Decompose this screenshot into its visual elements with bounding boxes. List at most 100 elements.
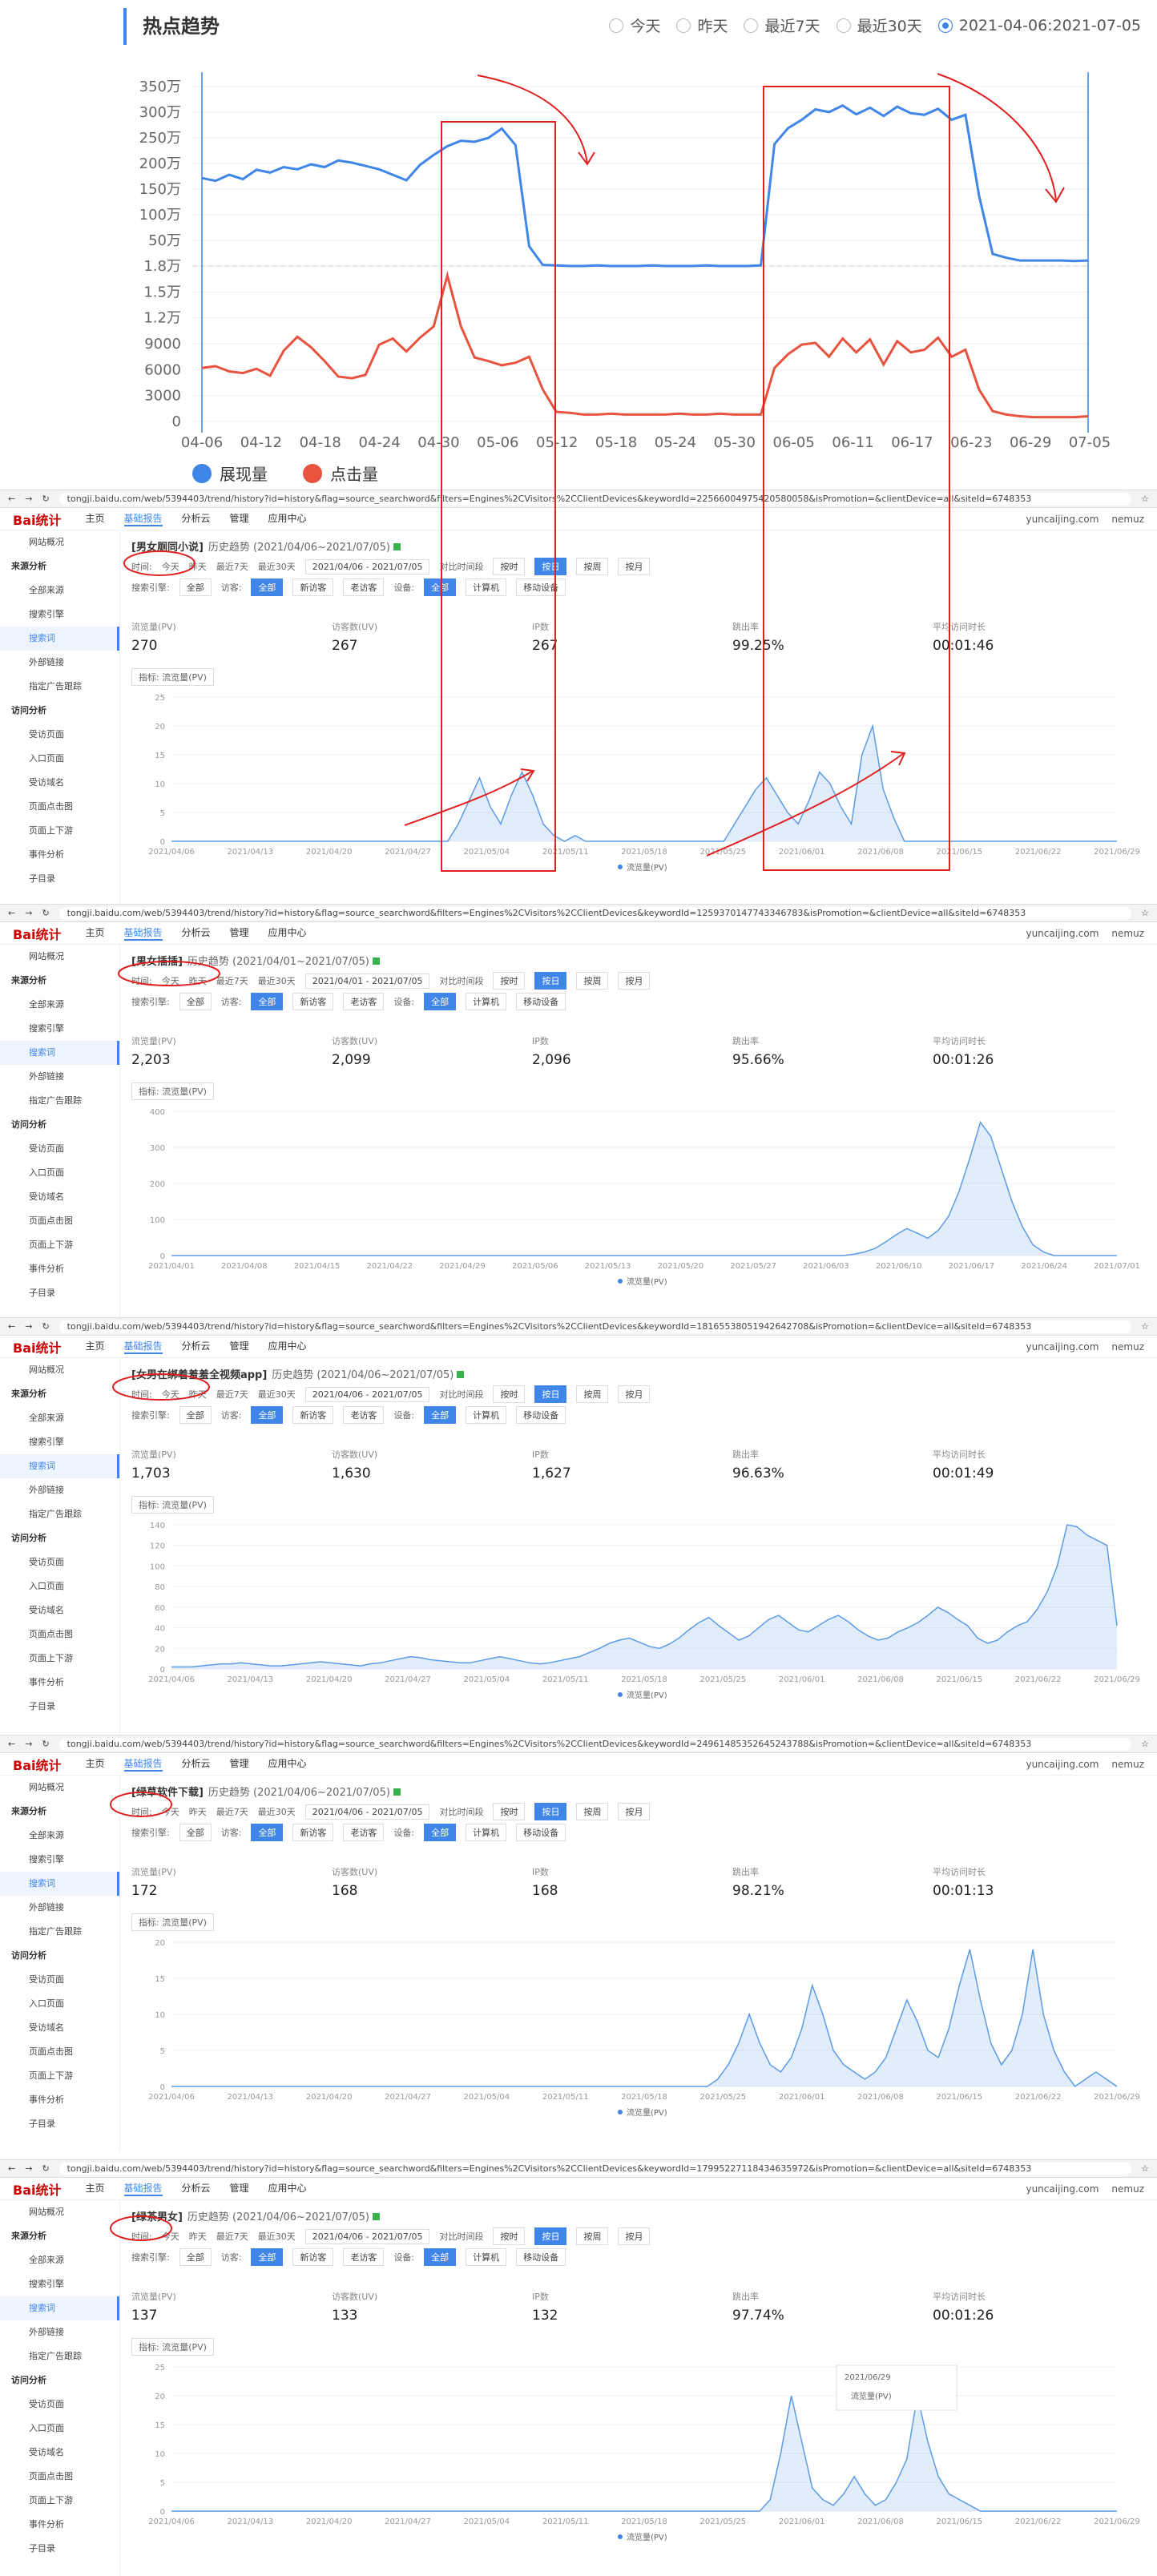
visitor-button[interactable]: 老访客: [343, 1406, 385, 1424]
time-option[interactable]: 最近7天: [216, 1389, 248, 1400]
nav-item[interactable]: 基础报告: [123, 2181, 163, 2196]
sidebar-item[interactable]: 来源分析: [11, 561, 46, 571]
time-option[interactable]: 昨天: [188, 2231, 207, 2242]
granularity-button[interactable]: 按时: [493, 1385, 526, 1403]
address-bar[interactable]: tongji.baidu.com/web/5394403/trend/histo…: [58, 2162, 1132, 2175]
device-button[interactable]: 全部: [424, 993, 457, 1010]
nav-item[interactable]: 主页: [85, 927, 105, 938]
sidebar-item[interactable]: 事件分析: [29, 2519, 64, 2530]
time-option[interactable]: 最近30天: [257, 1389, 296, 1400]
sidebar-item[interactable]: 网站概况: [29, 537, 64, 547]
time-option[interactable]: 昨天: [188, 976, 207, 986]
granularity-button[interactable]: 按周: [576, 972, 609, 990]
account-name[interactable]: yuncaijing.com: [1026, 2183, 1099, 2195]
date-picker[interactable]: 2021/04/01 - 2021/07/05: [304, 973, 430, 989]
sidebar-item[interactable]: 事件分析: [29, 1677, 64, 1687]
granularity-button[interactable]: 按周: [576, 1385, 609, 1403]
back-icon[interactable]: ←: [8, 2163, 16, 2174]
sidebar-item[interactable]: 受访域名: [29, 1191, 64, 1202]
indicator-select[interactable]: 指标: 流览量(PV): [131, 1082, 214, 1100]
sidebar-item[interactable]: 搜索引擎: [29, 1023, 64, 1034]
granularity-button[interactable]: 按时: [493, 558, 526, 575]
nav-item[interactable]: 管理: [229, 2183, 249, 2194]
nav-item[interactable]: 应用中心: [268, 513, 307, 524]
device-button[interactable]: 全部: [424, 1406, 457, 1424]
address-bar[interactable]: tongji.baidu.com/web/5394403/trend/histo…: [58, 1320, 1132, 1333]
sidebar-item[interactable]: 全部来源: [29, 1830, 64, 1840]
option-7days[interactable]: 最近7天: [744, 14, 820, 36]
granularity-button[interactable]: 按月: [618, 972, 651, 990]
nav-item[interactable]: 基础报告: [123, 1339, 163, 1354]
sidebar-item[interactable]: 受访页面: [29, 1557, 64, 1567]
granularity-button[interactable]: 按月: [618, 1803, 651, 1820]
granularity-button[interactable]: 按周: [576, 1803, 609, 1820]
granularity-button[interactable]: 按月: [618, 2227, 651, 2245]
account-name[interactable]: yuncaijing.com: [1026, 513, 1099, 525]
nav-item[interactable]: 管理: [229, 1758, 249, 1769]
device-button[interactable]: 计算机: [466, 1824, 507, 1841]
date-range-selector[interactable]: 今天 昨天 最近7天 最近30天 2021-04-06:2021-07-05: [609, 14, 1141, 36]
granularity-button[interactable]: 按周: [576, 2227, 609, 2245]
sidebar-item[interactable]: 全部来源: [29, 585, 64, 595]
nav-item[interactable]: 基础报告: [123, 511, 163, 526]
compare-checkbox[interactable]: 对比时间段: [439, 1389, 484, 1400]
sidebar-item[interactable]: 入口页面: [29, 1581, 64, 1591]
sidebar-item[interactable]: 入口页面: [29, 1167, 64, 1178]
nav-item[interactable]: 分析云: [181, 1758, 211, 1769]
time-option[interactable]: 最近30天: [257, 562, 296, 572]
sidebar-item[interactable]: 子目录: [29, 1288, 55, 1298]
indicator-select[interactable]: 指标: 流览量(PV): [131, 1496, 214, 1514]
star-icon[interactable]: ☆: [1141, 1739, 1149, 1749]
sidebar-item[interactable]: 页面点击图: [29, 1629, 73, 1639]
sidebar-item[interactable]: 页面点击图: [29, 1215, 73, 1226]
visitor-button[interactable]: 老访客: [343, 1824, 385, 1841]
indicator-select[interactable]: 指标: 流览量(PV): [131, 2338, 214, 2356]
sidebar-item[interactable]: 入口页面: [29, 1998, 64, 2009]
account-name[interactable]: yuncaijing.com: [1026, 1340, 1099, 1353]
granularity-button[interactable]: 按日: [534, 1803, 567, 1820]
sidebar-item[interactable]: 页面点击图: [29, 801, 73, 812]
nav-item[interactable]: 分析云: [181, 2183, 211, 2194]
sidebar-item[interactable]: 搜索词: [0, 627, 119, 651]
device-button[interactable]: 全部: [424, 578, 457, 596]
nav-item[interactable]: 基础报告: [123, 1756, 163, 1772]
sidebar-item[interactable]: 搜索词: [0, 1041, 119, 1065]
sidebar-item[interactable]: 子目录: [29, 1701, 55, 1711]
sidebar-item[interactable]: 外部链接: [29, 2327, 64, 2337]
indicator-select[interactable]: 指标: 流览量(PV): [131, 668, 214, 686]
sidebar-item[interactable]: 受访域名: [29, 777, 64, 788]
sidebar-item[interactable]: 事件分析: [29, 849, 64, 860]
account-name[interactable]: yuncaijing.com: [1026, 927, 1099, 939]
nav-item[interactable]: 分析云: [181, 513, 211, 524]
user-menu[interactable]: nemuz: [1111, 927, 1144, 939]
visitor-button[interactable]: 老访客: [343, 2248, 385, 2266]
compare-checkbox[interactable]: 对比时间段: [439, 562, 484, 572]
indicator-select[interactable]: 指标: 流览量(PV): [131, 1913, 214, 1931]
visitor-button[interactable]: 全部: [251, 1824, 284, 1841]
nav-item[interactable]: 主页: [85, 1340, 105, 1352]
sidebar-item[interactable]: 子目录: [29, 2118, 55, 2129]
sidebar-item[interactable]: 搜索词: [0, 2296, 119, 2320]
nav-item[interactable]: 分析云: [181, 927, 211, 938]
sidebar-item[interactable]: 入口页面: [29, 753, 64, 764]
user-menu[interactable]: nemuz: [1111, 513, 1144, 525]
device-button[interactable]: 全部: [424, 1824, 457, 1841]
sidebar-item[interactable]: 受访页面: [29, 2399, 64, 2409]
back-icon[interactable]: ←: [8, 908, 16, 918]
reload-icon[interactable]: ↻: [42, 2163, 50, 2174]
sidebar-item[interactable]: 访问分析: [11, 1119, 46, 1130]
sidebar-item[interactable]: 全部来源: [29, 999, 64, 1010]
sidebar-item[interactable]: 指定广告跟踪: [29, 1095, 82, 1106]
sidebar-item[interactable]: 受访域名: [29, 1605, 64, 1615]
sidebar-item[interactable]: 访问分析: [11, 705, 46, 716]
user-menu[interactable]: nemuz: [1111, 2183, 1144, 2195]
nav-item[interactable]: 管理: [229, 927, 249, 938]
sidebar-item[interactable]: 来源分析: [11, 975, 46, 986]
granularity-button[interactable]: 按日: [534, 558, 567, 575]
sidebar-item[interactable]: 搜索引擎: [29, 1854, 64, 1864]
sidebar-item[interactable]: 受访域名: [29, 2447, 64, 2457]
sidebar-item[interactable]: 来源分析: [11, 2231, 46, 2241]
time-option[interactable]: 最近30天: [257, 2231, 296, 2242]
legend-impressions[interactable]: 展现量: [192, 462, 268, 485]
granularity-button[interactable]: 按时: [493, 1803, 526, 1820]
